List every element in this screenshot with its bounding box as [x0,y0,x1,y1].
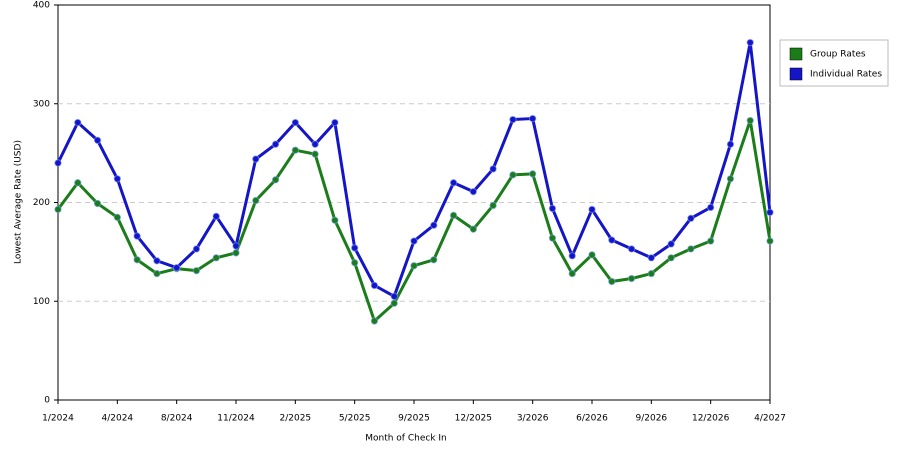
data-point [291,118,300,127]
x-tick-label: 9/2025 [398,414,430,424]
x-tick-label: 1/2024 [42,414,74,424]
data-point [54,159,62,167]
data-point [627,274,636,283]
data-point [331,216,339,224]
data-point [311,140,319,148]
x-tick-label: 3/2026 [517,414,549,424]
data-point [608,277,616,286]
legend-swatch [789,67,803,81]
data-point [766,237,774,245]
data-point [331,118,339,127]
x-tick-label: 5/2025 [339,414,371,424]
data-point [271,176,280,184]
y-tick-label: 200 [33,198,50,208]
data-point [430,221,438,229]
data-point [93,199,102,208]
data-point [252,155,260,163]
data-point [370,281,379,290]
data-point [509,115,517,124]
data-point [627,245,636,253]
data-point [588,251,596,259]
y-tick-label: 100 [33,297,50,307]
x-tick-label: 11/2024 [217,414,255,424]
data-point [687,245,695,253]
legend-label: Group Rates [810,50,866,60]
data-point [766,208,774,217]
x-tick-label: 4/2027 [754,414,786,424]
data-point [746,38,754,47]
data-point [667,240,675,248]
x-tick-label: 12/2025 [455,414,492,424]
data-point [232,249,240,257]
data-point [153,269,161,278]
legend-swatch [789,47,803,61]
data-point [172,263,181,272]
data-point [410,262,418,270]
data-point [370,317,379,325]
data-point [568,269,576,278]
data-point [509,171,517,179]
data-point [93,136,102,144]
data-point [746,116,754,125]
y-tick-label: 400 [33,1,50,11]
data-point [469,187,478,196]
legend-label: Individual Rates [810,70,882,80]
y-tick-label: 0 [44,396,50,406]
data-point [291,146,300,154]
data-point [449,179,458,187]
data-point [74,118,82,127]
data-point [647,269,656,278]
data-point [252,196,260,205]
data-point [449,211,458,220]
x-tick-label: 2/2025 [279,414,311,424]
data-point [706,203,715,212]
data-point [212,212,220,221]
y-tick-label: 300 [33,99,50,109]
data-point [726,175,735,183]
data-point [489,165,497,173]
data-point [113,213,122,222]
data-point [133,232,141,240]
data-point [153,257,161,265]
data-point [133,256,141,264]
x-axis-label: Month of Check In [365,434,447,444]
data-point [489,201,497,210]
data-point [528,114,537,123]
data-point [350,259,359,267]
data-point [212,254,220,262]
data-point [430,256,438,264]
x-tick-label: 8/2024 [161,414,193,424]
data-point [54,205,62,214]
data-point [588,205,596,214]
data-point [528,170,537,178]
data-point [548,204,557,213]
data-point [568,252,576,260]
data-point [647,254,656,262]
data-point [390,299,398,307]
data-point [311,150,319,158]
data-point [271,140,280,148]
data-point [113,175,122,183]
data-point [192,266,201,275]
data-point [74,179,82,187]
data-point [469,225,478,233]
data-point [548,234,557,242]
data-point [706,237,715,245]
data-point [687,214,695,223]
x-tick-label: 4/2024 [101,414,133,424]
data-point [350,244,359,252]
data-point [667,254,675,262]
x-tick-label: 6/2026 [576,414,608,424]
data-point [192,245,201,253]
data-point [726,140,735,148]
data-point [608,236,616,244]
x-tick-label: 9/2026 [635,414,667,424]
data-point [232,242,240,250]
data-point [410,237,418,245]
x-tick-label: 12/2026 [692,414,730,424]
data-point [390,292,398,301]
y-axis-label: Lowest Average Rate (USD) [14,140,24,264]
